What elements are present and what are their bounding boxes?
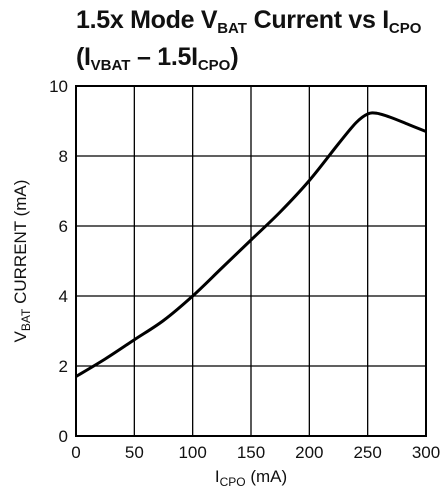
y-tick-label: 6 (59, 217, 68, 236)
y-tick-label: 0 (59, 427, 68, 446)
chart-title-line-2: (IVBAT – 1.5ICPO) (76, 43, 239, 74)
y-tick-label: 8 (59, 147, 68, 166)
y-tick-labels: 0 2 4 6 8 10 (49, 77, 68, 446)
grid-lines (75, 85, 427, 437)
y-tick-label: 4 (59, 287, 68, 306)
x-tick-label: 0 (71, 443, 80, 462)
y-axis-label: VBAT CURRENT (mA) (11, 180, 33, 343)
x-tick-labels: 0 50 100 150 200 250 300 (71, 443, 440, 462)
series-line-1 (75, 111, 427, 378)
x-tick-label: 250 (353, 443, 381, 462)
x-tick-label: 300 (412, 443, 440, 462)
x-axis-label: ICPO (mA) (215, 467, 287, 489)
x-tick-label: 50 (125, 443, 144, 462)
y-tick-label: 2 (59, 357, 68, 376)
plot-frame (75, 85, 427, 437)
series-lines (75, 111, 427, 378)
chart-title: 1.5x Mode VBAT Current vs ICPO (IVBAT – … (76, 6, 436, 80)
x-tick-label: 150 (237, 443, 265, 462)
y-tick-label: 10 (49, 77, 68, 96)
x-tick-label: 200 (295, 443, 323, 462)
chart-title-line-1: 1.5x Mode VBAT Current vs ICPO (76, 6, 422, 37)
x-tick-label: 100 (178, 443, 206, 462)
